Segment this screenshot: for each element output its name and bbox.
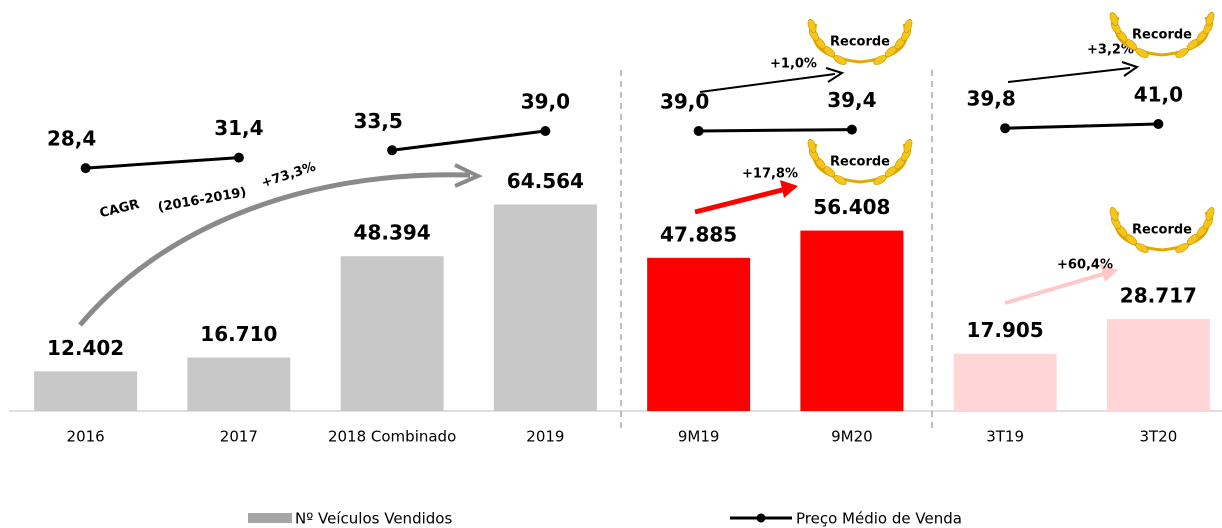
x-tick-label: 2019 (526, 428, 564, 446)
bar (493, 204, 597, 411)
arrow (1004, 270, 1111, 305)
bar (647, 257, 751, 411)
price-line (85, 156, 239, 170)
bar (1106, 319, 1210, 411)
price-value-label: 28,4 (47, 127, 96, 151)
recorde-badge: Recorde (807, 19, 913, 65)
price-marker (846, 124, 857, 135)
arrow (694, 185, 791, 215)
recorde-badge: Recorde (1109, 12, 1215, 58)
x-tick-label: 9M20 (831, 428, 873, 446)
x-tick-label: 2018 Combinado (328, 428, 456, 446)
price-marker (693, 126, 704, 136)
annotation: +73,3% (260, 160, 318, 192)
arrow-head (780, 180, 798, 198)
leaf (807, 139, 817, 153)
badge-label: Recorde (830, 35, 890, 50)
x-tick-label: 3T20 (1139, 428, 1177, 446)
arrow-head (1121, 61, 1140, 77)
badge-label: Recorde (830, 155, 890, 170)
x-tick-label: 3T19 (986, 428, 1024, 446)
price-value-label: 41,0 (1134, 83, 1183, 107)
bar-value-label: 17.905 (967, 318, 1044, 342)
bar (340, 256, 444, 411)
leaf (903, 139, 913, 153)
price-marker (387, 145, 398, 156)
legend-label: Preço Médio de Venda (796, 510, 962, 528)
annotation: +60,4% (1057, 258, 1113, 273)
annotation: +17,8% (742, 167, 798, 182)
bar (953, 353, 1057, 411)
legend-swatch (248, 513, 292, 523)
price-marker (233, 152, 244, 163)
leaf (903, 19, 913, 33)
bar-value-label: 56.408 (813, 195, 890, 219)
price-line (698, 128, 852, 133)
price-marker (540, 126, 551, 136)
leaf (1205, 207, 1215, 221)
bar (187, 357, 291, 411)
badge-label: Recorde (1132, 28, 1192, 43)
x-tick-label: 2017 (220, 428, 258, 446)
bar-value-label: 47.885 (660, 222, 737, 246)
bar (34, 371, 138, 411)
x-tick-label: 9M19 (678, 428, 720, 446)
arrow-head (1100, 264, 1118, 282)
price-value-label: 31,4 (214, 116, 263, 140)
legend-label: Nº Veículos Vendidos (295, 510, 452, 528)
bar-value-label: 64.564 (507, 169, 584, 193)
arrow-head (825, 67, 845, 83)
cagr-arrow (78, 172, 471, 327)
price-value-label: 39,8 (966, 87, 1015, 111)
price-value-label: 39,0 (521, 90, 570, 114)
price-marker (1000, 123, 1011, 134)
price-line (1005, 122, 1159, 130)
price-value-label: 33,5 (353, 109, 402, 133)
badge-label: Recorde (1132, 223, 1192, 238)
price-marker (80, 163, 91, 174)
x-tick-label: 2016 (67, 428, 105, 446)
bar-value-label: 12.402 (47, 336, 124, 360)
bar (800, 230, 904, 411)
annotation: (2016-2019) (157, 185, 248, 215)
bar-value-label: 16.710 (200, 322, 277, 346)
legend-marker (756, 513, 766, 523)
price-line (391, 129, 546, 152)
bar-value-label: 48.394 (354, 221, 431, 245)
leaf (807, 19, 817, 33)
recorde-badge: Recorde (807, 139, 913, 185)
leaf (1109, 207, 1119, 221)
leaf (1205, 12, 1215, 26)
arrow-head (454, 163, 483, 188)
bar-value-label: 28.717 (1120, 284, 1197, 308)
leaf (1109, 12, 1119, 26)
recorde-badge: Recorde (1109, 207, 1215, 253)
arrow (1007, 67, 1131, 83)
price-marker (1153, 119, 1164, 129)
annotation: +3,2% (1087, 43, 1134, 58)
price-value-label: 39,4 (827, 88, 876, 112)
arrow (699, 73, 836, 93)
price-value-label: 39,0 (660, 90, 709, 114)
annotation: CAGR (98, 197, 141, 221)
annotation: +1,0% (770, 57, 817, 72)
